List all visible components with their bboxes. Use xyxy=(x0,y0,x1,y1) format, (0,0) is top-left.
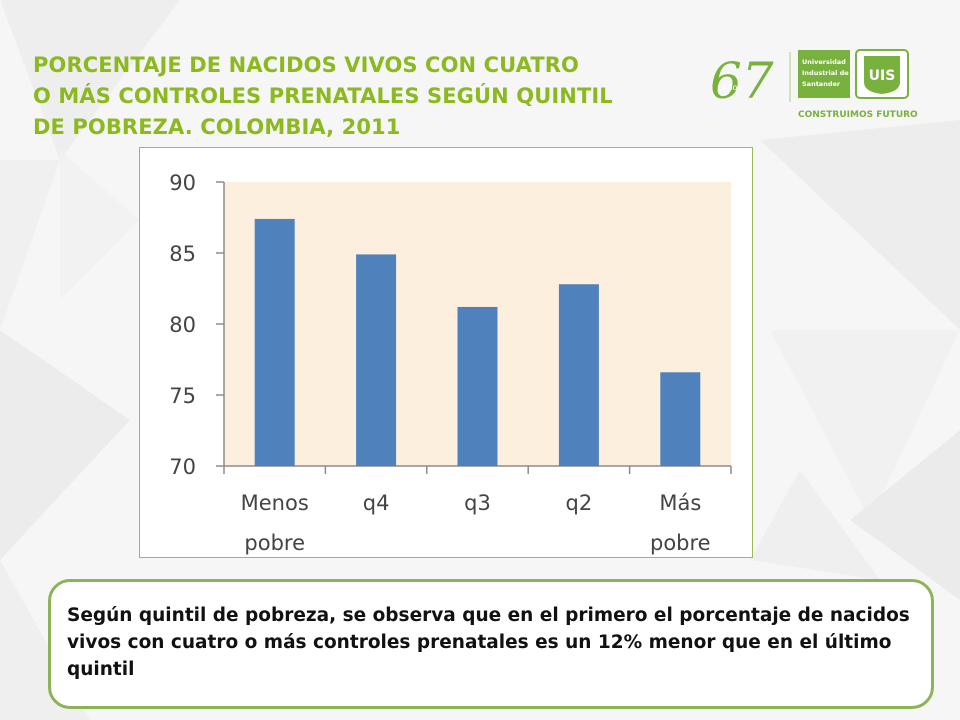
bar-chart: 70 75 80 85 90 Menos pobre q4 q3 q2 Más pobre xyxy=(169,171,732,555)
bar-1 xyxy=(254,218,295,466)
bar-5 xyxy=(660,372,701,466)
x-tick-label: q2 xyxy=(566,491,593,515)
note-text: Según quintil de pobreza, se observa que… xyxy=(67,605,910,680)
anniversary-number: 67 xyxy=(710,52,774,110)
x-tick-label: Menos xyxy=(241,491,309,515)
y-tick-label: 85 xyxy=(169,242,196,266)
x-tick-label: Más xyxy=(659,491,701,515)
title-line-1: PORCENTAJE DE NACIDOS VIVOS CON CUATRO xyxy=(33,53,579,77)
x-tick-label: q4 xyxy=(363,491,390,515)
uis-logo: 67 Años Universidad Industrial de Santan… xyxy=(710,49,918,120)
uis-shield: UIS xyxy=(855,49,909,99)
y-tick-label: 90 xyxy=(169,171,196,195)
y-tick-label: 80 xyxy=(169,313,196,337)
university-name-box: Universidad Industrial de Santander xyxy=(798,50,850,98)
x-tick-label: pobre xyxy=(244,531,305,555)
title-line-2: O MÁS CONTROLES PRENATALES SEGÚN QUINTIL xyxy=(33,84,613,108)
anniversary-emblem: 67 Años xyxy=(710,52,774,110)
note-box: Según quintil de pobreza, se observa que… xyxy=(48,579,934,709)
university-line-1: Universidad xyxy=(802,58,846,66)
chart-frame: 70 75 80 85 90 Menos pobre q4 q3 q2 Más pobre xyxy=(139,147,753,558)
slide-title: PORCENTAJE DE NACIDOS VIVOS CON CUATRO O… xyxy=(33,50,713,143)
y-tick-label: 70 xyxy=(169,455,196,479)
x-tick-label: q3 xyxy=(464,491,491,515)
uis-acronym: UIS xyxy=(869,68,896,84)
slogan: CONSTRUIMOS FUTURO xyxy=(798,110,918,120)
title-line-3: DE POBREZA. COLOMBIA, 2011 xyxy=(33,115,401,139)
y-tick-label: 75 xyxy=(169,384,196,408)
university-line-3: Santander xyxy=(802,80,841,88)
x-tick-label: pobre xyxy=(650,531,711,555)
bar-3 xyxy=(457,306,498,466)
university-line-2: Industrial de xyxy=(802,69,849,77)
bar-2 xyxy=(356,254,397,466)
bar-4 xyxy=(558,284,599,466)
anniversary-word: Años xyxy=(722,83,742,92)
